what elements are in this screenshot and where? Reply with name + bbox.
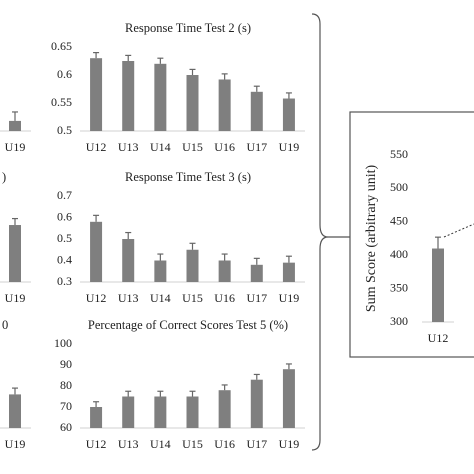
bar	[250, 91, 263, 131]
x-tick-label: U13	[118, 291, 139, 305]
y-tick-label: 0.3	[57, 274, 72, 288]
bar	[9, 225, 21, 282]
x-tick-label: U14	[150, 140, 171, 154]
bar	[90, 407, 103, 428]
bar	[186, 249, 199, 282]
bar	[90, 58, 103, 132]
chart-title: Response Time Test 3 (s)	[125, 170, 251, 184]
bar	[154, 396, 167, 428]
bar	[186, 75, 199, 131]
y-tick-label: 500	[390, 180, 408, 194]
y-tick-label: 90	[60, 357, 72, 371]
x-tick-label: U15	[182, 291, 203, 305]
chart-title: Response Time Test 2 (s)	[125, 21, 251, 35]
bar	[250, 264, 263, 282]
y-tick-label: 550	[390, 147, 408, 161]
y-tick-label: 70	[60, 399, 72, 413]
y-tick-label: 0.7	[57, 188, 72, 202]
chart-title: Percentage of Correct Scores Test 5 (%)	[88, 318, 288, 332]
x-tick-label: U17	[246, 291, 267, 305]
bar	[9, 394, 21, 428]
x-tick-label: U19	[279, 437, 300, 451]
bar	[218, 260, 231, 282]
bar	[282, 262, 295, 282]
x-tick-label: U13	[118, 437, 139, 451]
bar	[122, 239, 135, 282]
x-tick-label: U17	[246, 140, 267, 154]
x-tick-label: U16	[214, 140, 235, 154]
y-tick-label: 0.5	[57, 123, 72, 137]
x-tick-label: U19	[279, 140, 300, 154]
x-tick-label: U14	[150, 291, 171, 305]
chart-title: 0	[2, 318, 8, 332]
y-axis-label: Sum Score (arbitrary unit)	[364, 164, 379, 312]
brace	[311, 13, 329, 451]
bar	[218, 79, 231, 131]
x-tick-label: U15	[182, 140, 203, 154]
bar	[432, 248, 444, 322]
bar	[282, 98, 295, 131]
bar	[154, 63, 167, 131]
y-tick-label: 0.6	[57, 209, 72, 223]
bar	[90, 221, 103, 282]
y-tick-label: 400	[390, 247, 408, 261]
bar	[250, 379, 263, 428]
y-tick-label: 350	[390, 280, 408, 294]
y-tick-label: 450	[390, 214, 408, 228]
x-tick-label: U15	[182, 437, 203, 451]
y-tick-label: 80	[60, 378, 72, 392]
bar	[9, 120, 21, 131]
x-tick-label: U19	[5, 140, 26, 154]
bar	[282, 369, 295, 428]
y-tick-label: 100	[54, 336, 72, 350]
chart-title: )	[2, 170, 6, 184]
y-tick-label: 0.5	[57, 231, 72, 245]
x-tick-label: U12	[86, 437, 107, 451]
x-tick-label: U14	[150, 437, 171, 451]
x-tick-label: U12	[86, 291, 107, 305]
y-tick-label: 0.65	[51, 39, 72, 53]
x-tick-label: U13	[118, 140, 139, 154]
x-tick-label: U16	[214, 291, 235, 305]
x-tick-label: U19	[279, 291, 300, 305]
bar	[154, 260, 167, 282]
x-tick-label: U19	[5, 291, 26, 305]
y-tick-label: 0.55	[51, 95, 72, 109]
y-tick-label: 0.4	[57, 252, 72, 266]
x-tick-label: U16	[214, 437, 235, 451]
bar	[122, 396, 135, 428]
inset-box	[349, 111, 474, 358]
bar	[122, 61, 135, 131]
y-tick-label: 300	[390, 314, 408, 328]
x-tick-label: U17	[246, 437, 267, 451]
x-tick-label: U12	[428, 331, 449, 345]
y-tick-label: 0.6	[57, 67, 72, 81]
bar	[186, 396, 199, 428]
x-tick-label: U19	[5, 437, 26, 451]
trend-line	[443, 223, 474, 238]
x-tick-label: U12	[86, 140, 107, 154]
y-tick-label: 60	[60, 420, 72, 434]
bar	[218, 390, 231, 428]
